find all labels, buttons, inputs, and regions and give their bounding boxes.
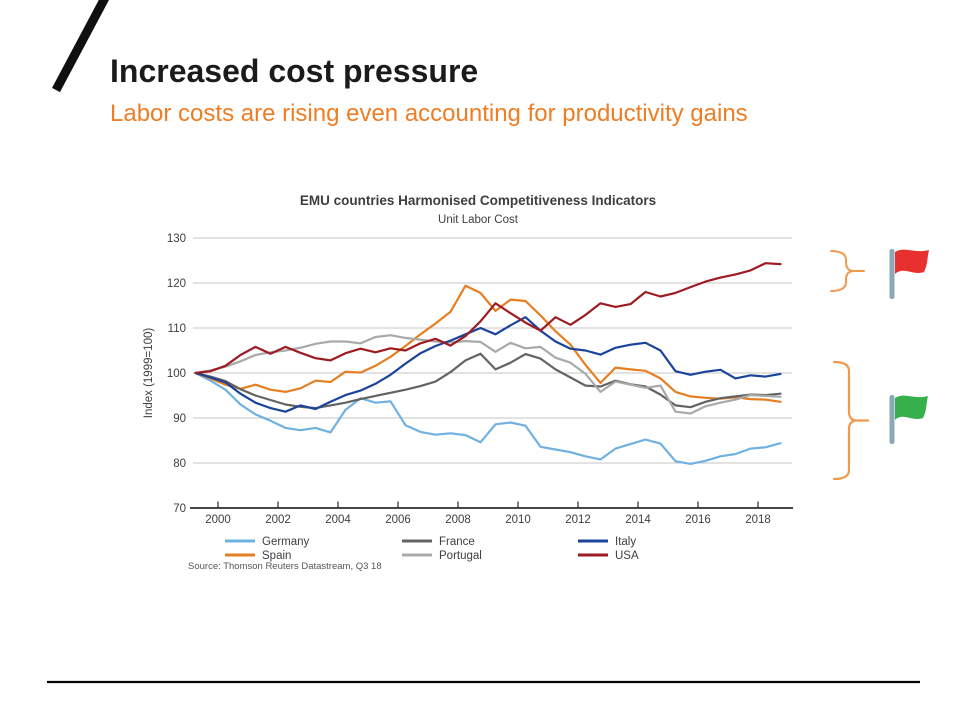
series-line-germany	[194, 371, 782, 465]
x-tick-label: 2004	[325, 514, 351, 526]
green-flag-pole	[889, 395, 895, 444]
x-tick-label: 2016	[685, 514, 711, 526]
brace-cluster-icon	[832, 360, 870, 481]
series-line-spain	[194, 284, 782, 403]
legend-label-usa: USA	[615, 550, 639, 562]
x-tick-label: 2002	[265, 514, 291, 526]
red-flag-pole	[889, 249, 895, 299]
y-tick-label: 120	[167, 278, 186, 290]
y-tick-label: 70	[173, 503, 186, 515]
brace-usa-icon	[830, 250, 865, 292]
x-tick-label: 2018	[745, 514, 771, 526]
legend-label-italy: Italy	[615, 536, 636, 548]
x-tick-label: 2014	[625, 514, 651, 526]
series-line-italy	[194, 316, 782, 413]
green-flag-icon	[895, 395, 928, 420]
y-tick-label: 80	[173, 458, 186, 470]
page-title: Increased cost pressure	[110, 53, 479, 89]
red-flag-icon	[895, 249, 929, 274]
legend-label-germany: Germany	[262, 536, 310, 548]
source-note: Source: Thomson Reuters Datastream, Q3 1…	[188, 561, 382, 572]
x-tick-label: 2008	[445, 514, 471, 526]
y-tick-label: 130	[167, 233, 186, 245]
y-tick-label: 110	[168, 323, 186, 335]
series-line-france	[194, 352, 782, 410]
chart-title: EMU countries Harmonised Competitiveness…	[300, 193, 656, 208]
x-tick-label: 2000	[205, 514, 231, 526]
y-axis-title: Index (1999=100)	[143, 328, 155, 419]
y-tick-label: 90	[173, 413, 186, 425]
page-subtitle: Labor costs are rising even accounting f…	[110, 100, 748, 127]
chart-subtitle: Unit Labor Cost	[438, 214, 519, 226]
series-line-usa	[194, 262, 782, 375]
x-tick-label: 2006	[385, 514, 411, 526]
legend-label-portugal: Portugal	[439, 550, 482, 562]
y-tick-label: 100	[167, 368, 186, 380]
legend-label-spain: Spain	[262, 550, 291, 562]
x-tick-label: 2012	[565, 514, 591, 526]
plot-area: 70 80 90 100 110 120 130 2000 2002 2004 2006 2008 20…	[167, 233, 793, 562]
x-tick-label: 2010	[505, 514, 531, 526]
legend-label-france: France	[439, 536, 475, 548]
slash-logo-icon	[52, 0, 109, 93]
